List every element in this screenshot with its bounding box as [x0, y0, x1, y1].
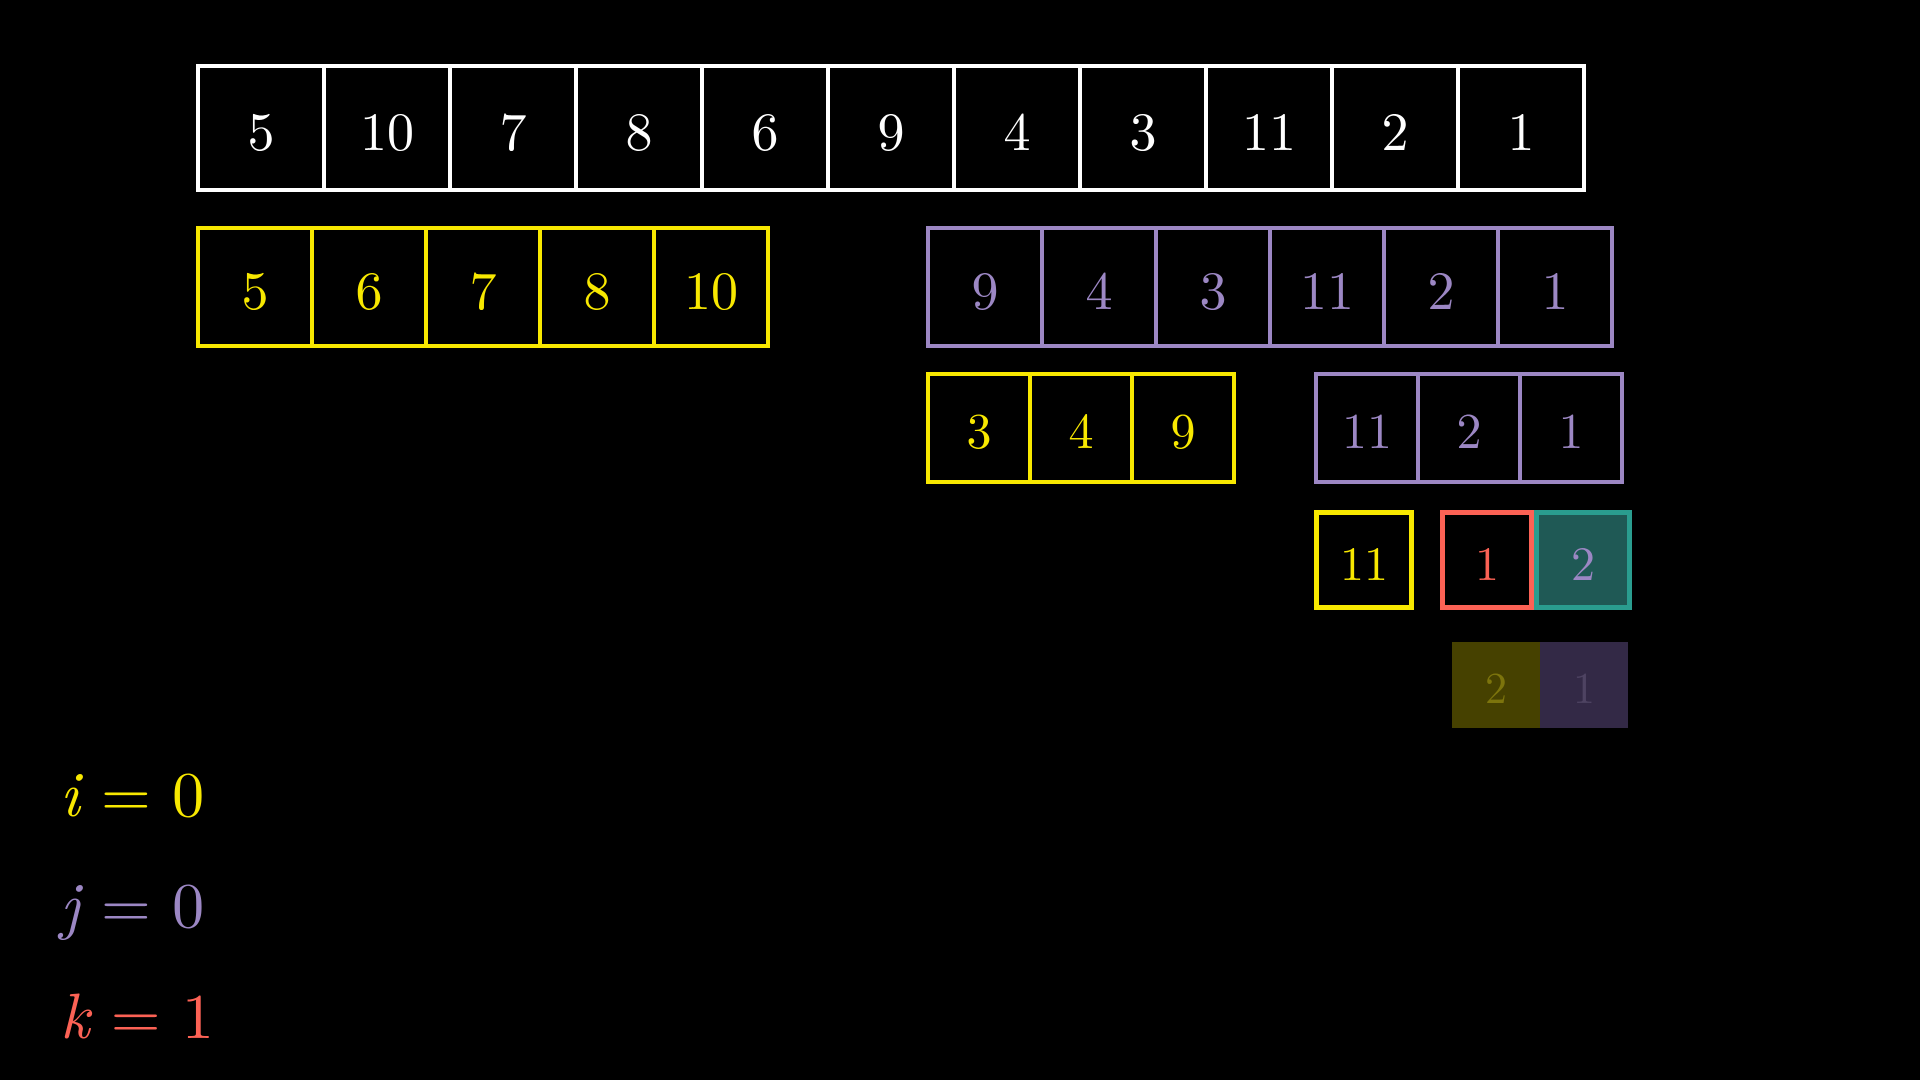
cell: 3 [1078, 64, 1208, 192]
var-value: 0 [172, 855, 204, 946]
var-value: 0 [172, 744, 204, 835]
array-row1-right: 9431121 [926, 226, 1614, 348]
cell: 4 [1040, 226, 1158, 348]
array-row2-right: 1121 [1314, 372, 1624, 484]
cell: 9 [826, 64, 956, 192]
cell: 1 [1496, 226, 1614, 348]
equals-sign: = [80, 744, 172, 835]
cell: 10 [322, 64, 452, 192]
var-value: 1 [182, 966, 214, 1057]
cell: 11 [1314, 510, 1414, 610]
cell: 1 [1540, 642, 1628, 728]
var-i: i = 0 [60, 744, 214, 835]
cell: 9 [1130, 372, 1236, 484]
array-row3-b: 1 [1440, 510, 1534, 610]
cell: 3 [926, 372, 1032, 484]
var-name: k [60, 966, 89, 1057]
cell: 1 [1440, 510, 1534, 610]
cell: 4 [952, 64, 1082, 192]
cell: 2 [1534, 510, 1632, 610]
array-row0-main: 5107869431121 [196, 64, 1586, 192]
cell: 1 [1518, 372, 1624, 484]
cell: 9 [926, 226, 1044, 348]
var-j: j = 0 [60, 855, 214, 946]
index-variables: i = 0j = 0k = 1 [60, 744, 214, 1057]
cell: 2 [1382, 226, 1500, 348]
array-row2-left: 349 [926, 372, 1236, 484]
array-row3-c: 2 [1534, 510, 1632, 610]
cell: 4 [1028, 372, 1134, 484]
var-name: i [60, 744, 80, 835]
cell: 3 [1154, 226, 1272, 348]
var-name: j [60, 855, 80, 946]
array-row3-a: 11 [1314, 510, 1414, 610]
array-row4-b: 1 [1540, 642, 1628, 728]
equals-sign: = [80, 855, 172, 946]
var-k: k = 1 [60, 966, 214, 1057]
cell: 6 [310, 226, 428, 348]
cell: 10 [652, 226, 770, 348]
cell: 7 [448, 64, 578, 192]
cell: 8 [538, 226, 656, 348]
diagram-canvas: 510786943112156781094311213491121111221i… [0, 0, 1920, 1080]
cell: 11 [1314, 372, 1420, 484]
cell: 5 [196, 64, 326, 192]
cell: 7 [424, 226, 542, 348]
cell: 2 [1330, 64, 1460, 192]
equals-sign: = [89, 966, 181, 1057]
cell: 8 [574, 64, 704, 192]
cell: 11 [1204, 64, 1334, 192]
cell: 6 [700, 64, 830, 192]
cell: 1 [1456, 64, 1586, 192]
array-row4-a: 2 [1452, 642, 1540, 728]
cell: 11 [1268, 226, 1386, 348]
cell: 2 [1452, 642, 1540, 728]
cell: 5 [196, 226, 314, 348]
array-row1-left: 567810 [196, 226, 770, 348]
cell: 2 [1416, 372, 1522, 484]
